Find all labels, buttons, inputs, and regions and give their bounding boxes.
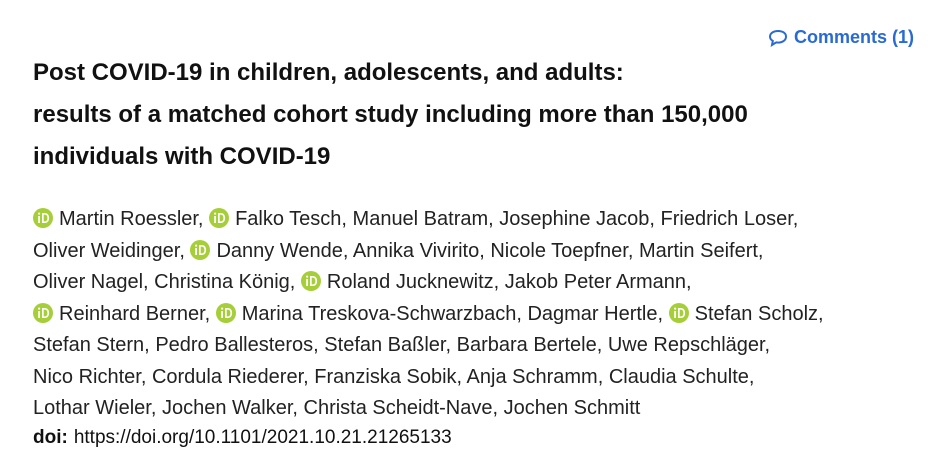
author-name: Pedro Ballesteros, (155, 334, 319, 356)
author-name: Christa Scheidt-Nave, (303, 397, 499, 419)
author-name: Josephine Jacob, (499, 208, 655, 230)
author-name: Reinhard Berner, (59, 302, 211, 325)
author-name: Oliver Nagel, (33, 271, 149, 293)
author-name: Roland Jucknewitz, (326, 271, 500, 293)
author-name: Martin Seifert, (638, 239, 764, 262)
author-name: Cordula Riederer, (151, 365, 309, 388)
author-name: Marina Treskova-Schwarzbach, (241, 302, 522, 325)
author-name: Jochen Walker, (161, 397, 298, 419)
title-line: results of a matched cohort study includ… (33, 101, 748, 128)
author-name: Friedrich Loser, (660, 208, 799, 230)
author-line: Stefan Stern, Pedro Ballesteros, Stefan … (33, 330, 824, 362)
author-name: Martin Roessler, (59, 208, 204, 230)
author-name: Franziska Sobik, (314, 365, 463, 388)
comment-icon (768, 29, 787, 47)
author-name: Stefan Stern, (33, 334, 150, 356)
author-name: Stefan Scholz, (694, 302, 824, 325)
author-name: Nicole Toepfner, (490, 239, 634, 262)
author-list: Martin Roessler, Falko Tesch, Manuel Bat… (33, 204, 824, 425)
article-title: Post COVID-19 in children, adolescents, … (33, 52, 748, 178)
doi-label: doi: (33, 427, 68, 448)
orcid-icon[interactable] (190, 239, 211, 260)
orcid-icon[interactable] (33, 208, 53, 228)
author-line: Martin Roessler, Falko Tesch, Manuel Bat… (33, 204, 824, 236)
comments-link[interactable]: Comments (1) (768, 27, 914, 48)
author-name: Stefan Baßler, (324, 334, 452, 356)
author-line: Lothar Wieler, Jochen Walker, Christa Sc… (33, 393, 824, 425)
doi-link[interactable]: https://doi.org/10.1101/2021.10.21.21265… (73, 427, 452, 448)
author-name: Nico Richter, (33, 365, 147, 388)
author-line: Reinhard Berner, Marina Treskova-Schwarz… (33, 299, 824, 331)
title-line: individuals with COVID-19 (33, 143, 331, 170)
author-name: Dagmar Hertle, (527, 302, 664, 325)
orcid-icon[interactable] (668, 302, 689, 323)
doi: doi: https://doi.org/10.1101/2021.10.21.2… (33, 427, 452, 449)
orcid-icon[interactable] (300, 271, 321, 291)
orcid-icon[interactable] (215, 302, 236, 323)
author-name: Oliver Weidinger, (33, 239, 185, 262)
author-name: Lothar Wieler, (33, 397, 157, 419)
author-name: Danny Wende, (216, 239, 349, 262)
author-name: Uwe Repschläger, (607, 334, 771, 356)
author-line: Oliver Weidinger, Danny Wende, Annika Vi… (33, 236, 824, 268)
comments-text[interactable]: Comments (1) (793, 27, 914, 47)
title-line: Post COVID-19 in children, adolescents, … (33, 59, 624, 86)
author-line: Oliver Nagel, Christina König, Roland Ju… (33, 267, 824, 299)
orcid-icon[interactable] (33, 302, 53, 323)
author-name: Anja Schramm, (466, 365, 604, 388)
author-name: Jochen Schmitt (503, 397, 641, 419)
author-name: Claudia Schulte, (608, 365, 755, 388)
author-line: Nico Richter, Cordula Riederer, Franzisk… (33, 362, 824, 394)
author-name: Christina König, (154, 271, 296, 293)
author-name: Manuel Batram, (352, 208, 494, 230)
author-name: Annika Vivirito, (352, 239, 485, 262)
author-name: Jakob Peter Armann, (504, 271, 692, 293)
author-name: Barbara Bertele, (456, 334, 603, 356)
orcid-icon[interactable] (209, 208, 230, 228)
author-name: Falko Tesch, (235, 208, 347, 230)
